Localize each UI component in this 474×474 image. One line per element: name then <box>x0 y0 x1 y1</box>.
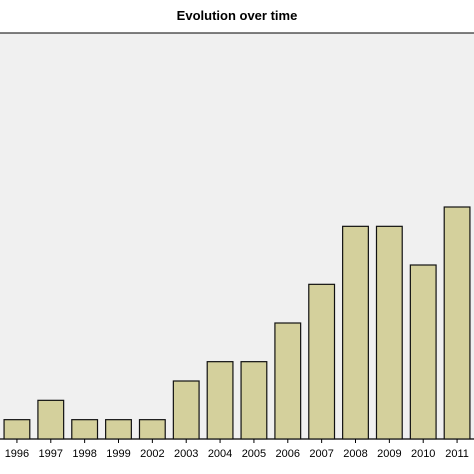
bar-2003 <box>172 380 200 440</box>
x-tick-label: 1999 <box>106 448 130 460</box>
x-tick-label: 2004 <box>208 448 232 460</box>
x-tick-label: 2010 <box>411 448 435 460</box>
x-tick-label: 2008 <box>343 448 367 460</box>
x-tick-label: 1997 <box>39 448 63 460</box>
chart-title: Evolution over time <box>176 8 298 23</box>
bar-2007 <box>308 283 336 440</box>
x-tick-label: 1996 <box>5 448 29 460</box>
x-tick-label: 2002 <box>140 448 164 460</box>
x-tick-label: 2003 <box>174 448 198 460</box>
bar-2002 <box>138 419 166 440</box>
bar-1997 <box>37 399 65 440</box>
bar-1996 <box>3 419 31 440</box>
bar-2005 <box>240 361 268 440</box>
plot-area <box>0 33 474 439</box>
x-tick-label: 2011 <box>445 448 469 460</box>
bar-2004 <box>206 361 234 440</box>
x-tick-label: 1998 <box>72 448 96 460</box>
bar-2008 <box>342 225 369 440</box>
bar-2009 <box>375 225 403 440</box>
x-tick-label: 2006 <box>276 448 300 460</box>
bar-1998 <box>71 419 99 440</box>
x-tick-label: 2005 <box>242 448 266 460</box>
x-tick-label: 2007 <box>309 448 333 460</box>
bar-2006 <box>274 322 302 440</box>
bar-2010 <box>409 264 437 440</box>
x-tick-label: 2009 <box>377 448 401 460</box>
bar-2011 <box>443 206 471 440</box>
bar-1999 <box>105 419 132 440</box>
